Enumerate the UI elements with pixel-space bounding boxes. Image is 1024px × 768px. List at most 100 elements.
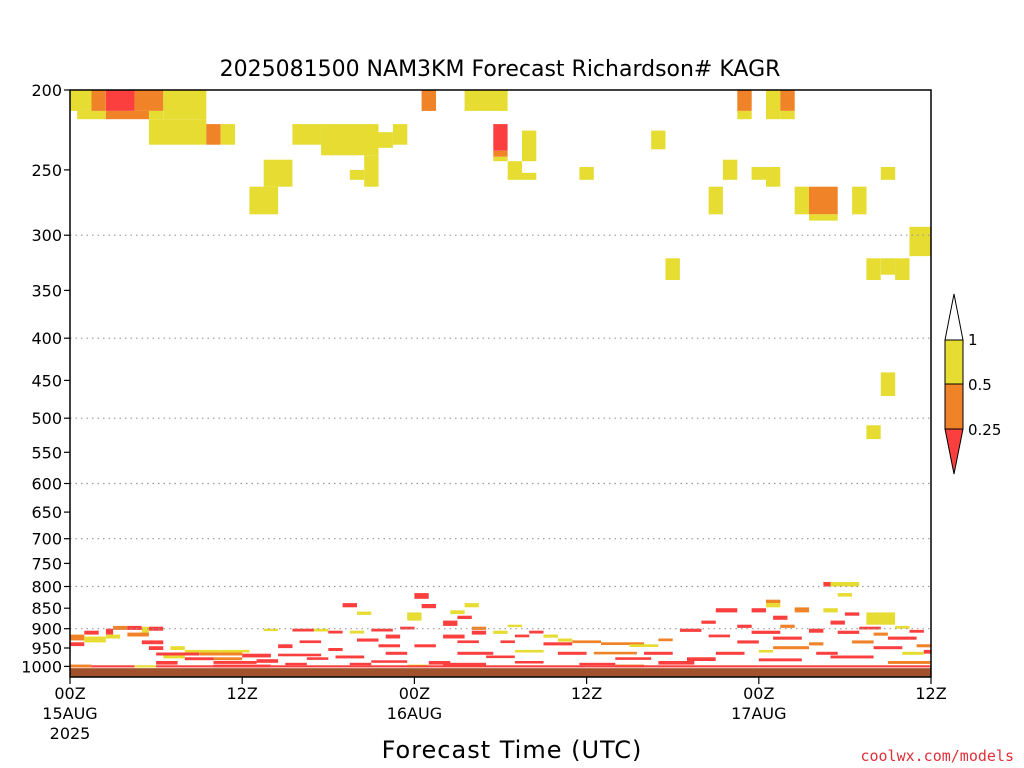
heatmap-cell (349, 630, 365, 634)
heatmap-cell (163, 655, 185, 659)
heatmap-cell (471, 626, 487, 630)
heatmap-cell (579, 662, 616, 666)
heatmap-cell (715, 651, 745, 655)
heatmap-cell (91, 90, 106, 111)
ground-bar (70, 668, 931, 677)
heatmap-cell (758, 649, 774, 653)
heatmap-cell (493, 124, 508, 151)
heatmap-cell (500, 640, 515, 644)
heatmap-cell (737, 640, 759, 644)
heatmap-cell (105, 110, 149, 120)
heatmap-cell (909, 226, 931, 257)
heatmap-cell (887, 661, 931, 664)
heatmap-cell (278, 653, 322, 657)
heatmap-cell (170, 646, 185, 650)
heatmap-cell (766, 599, 781, 604)
heatmap-cell (794, 607, 810, 613)
heatmap-cell (450, 610, 465, 615)
heatmap-cell (773, 615, 788, 620)
heatmap-cell (758, 665, 931, 668)
plot-frame (69, 89, 932, 678)
heatmap-cell (708, 634, 731, 638)
heatmap-cell (751, 630, 781, 634)
heatmap-cell (679, 628, 702, 632)
heatmap-cell (184, 657, 214, 661)
heatmap-cell (522, 172, 537, 180)
heatmap-cell (371, 628, 393, 632)
heatmap-cell (249, 186, 279, 215)
heatmap-cell (464, 603, 479, 608)
heatmap-cell (134, 90, 164, 111)
heatmap-cell (701, 620, 716, 624)
heatmap-cell (392, 124, 408, 145)
heatmap-cell (593, 651, 637, 655)
heatmap-cell (665, 258, 680, 280)
heatmap-cell (213, 664, 271, 668)
y-tick-label: 300 (31, 226, 62, 245)
heatmap-cell (184, 649, 221, 653)
y-tick-label: 750 (31, 554, 62, 573)
y-tick-label: 200 (31, 81, 62, 100)
heatmap-cell (493, 156, 508, 162)
heatmap-cell (127, 632, 149, 637)
x-tick-label: 16AUG (387, 704, 442, 723)
heatmap-cell (105, 628, 114, 635)
heatmap-cell (357, 638, 379, 642)
y-tick-label: 400 (31, 329, 62, 348)
heatmap-cell (84, 636, 106, 643)
heatmap-cell (579, 167, 594, 180)
heatmap-cells (70, 90, 931, 668)
heatmap-cell (414, 665, 587, 668)
heatmap-cell (428, 661, 451, 665)
heatmap-cell (852, 640, 874, 644)
heatmap-cell (148, 646, 164, 650)
heatmap-cell (486, 655, 515, 659)
heatmap-cell (127, 625, 142, 630)
heatmap-cell (292, 124, 322, 145)
heatmap-cell (163, 90, 207, 120)
heatmap-cell (658, 661, 695, 665)
heatmap-cell (830, 620, 845, 625)
heatmap-cell (766, 167, 781, 187)
x-tick-label: 2025 (50, 724, 91, 743)
heatmap-cell (349, 662, 372, 666)
heatmap-cell (493, 150, 508, 157)
heatmap-cell (156, 661, 178, 665)
heatmap-cell (809, 214, 838, 221)
heatmap-cell (751, 167, 766, 180)
heatmap-cell (457, 640, 479, 644)
heatmap-cell (77, 110, 106, 120)
heatmap-cell (809, 642, 824, 646)
heatmap-cell (141, 640, 157, 645)
y-tick-label: 650 (31, 503, 62, 522)
heatmap-cell (407, 612, 422, 621)
colorbar-tick-label: 1 (968, 331, 978, 349)
y-tick-label: 900 (31, 620, 62, 639)
heatmap-cell (91, 665, 135, 668)
heatmap-cell (522, 130, 537, 162)
heatmap-cell (156, 665, 214, 668)
heatmap-cell (708, 186, 723, 215)
heatmap-cell (70, 642, 85, 647)
heatmap-cell (629, 644, 659, 647)
heatmap-cell (751, 608, 766, 613)
heatmap-cell (873, 632, 888, 636)
heatmap-cell (148, 119, 207, 145)
heatmap-cell (156, 640, 164, 645)
heatmap-cell (823, 608, 838, 613)
heatmap-cell (364, 155, 379, 187)
heatmap-cell (342, 603, 357, 608)
heatmap-cell (199, 652, 243, 656)
heatmap-cell (895, 625, 910, 629)
colorbar: 1 0.5 0.25 (944, 293, 1001, 475)
y-tick-label: 350 (31, 281, 62, 300)
heatmap-cell (141, 626, 149, 633)
heatmap-cell (737, 90, 752, 111)
heatmap-cell (105, 634, 121, 639)
heatmap-cell (737, 110, 752, 120)
heatmap-cell (794, 186, 810, 215)
heatmap-cell (543, 642, 573, 646)
heatmap-cell (213, 661, 257, 664)
heatmap-cell (866, 258, 881, 280)
